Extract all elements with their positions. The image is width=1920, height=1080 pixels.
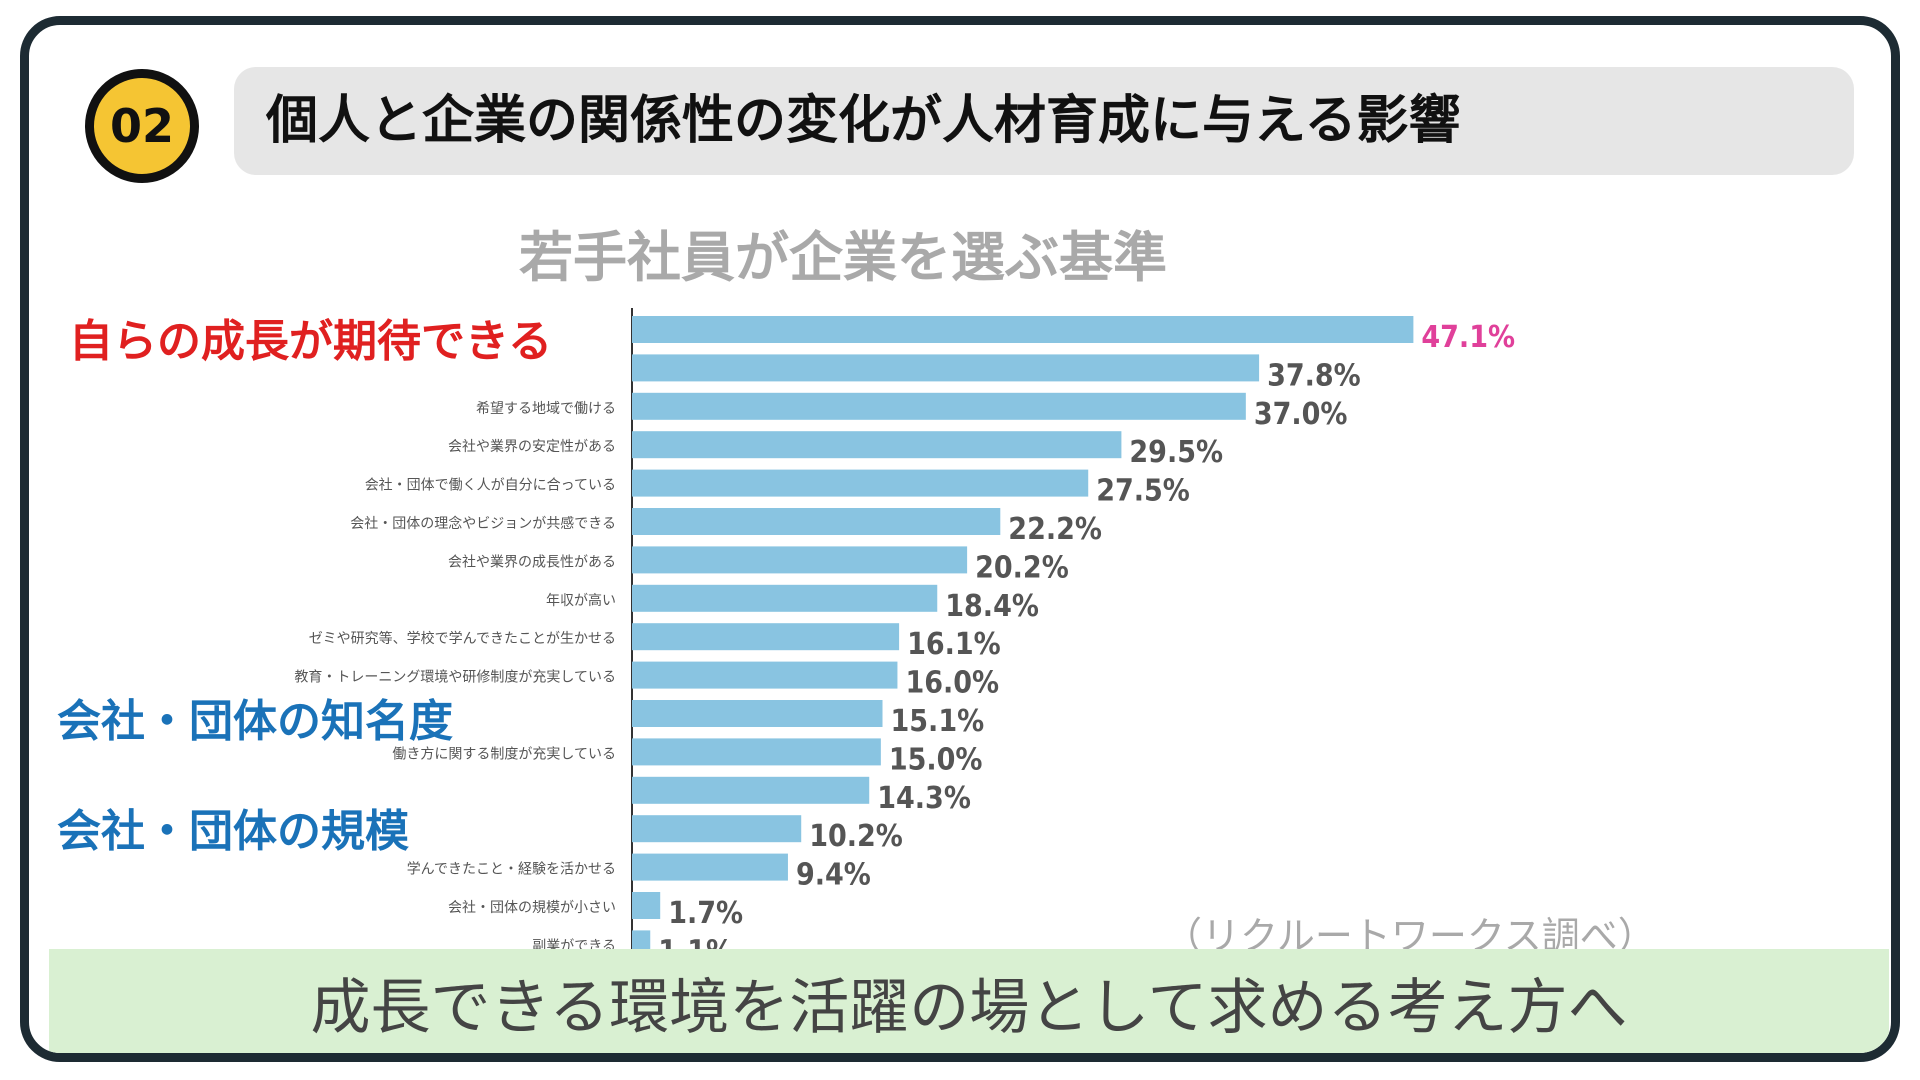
bar-8 (632, 623, 900, 651)
value-label-6: 20.2% (975, 550, 1069, 585)
value-label-5: 22.2% (1008, 512, 1102, 547)
value-label-14: 9.4% (796, 858, 871, 893)
slide-frame: 02 個人と企業の関係性の変化が人材育成に与える影響 若手社員が企業を選ぶ基準 … (20, 16, 1900, 1062)
value-label-8: 16.1% (907, 627, 1001, 662)
footer-band: 成長できる環境を活躍の場として求める考え方へ (49, 949, 1889, 1053)
value-label-15: 1.7% (668, 896, 743, 931)
value-label-11: 15.0% (889, 742, 983, 777)
category-label-6: 会社や業界の成長性がある (448, 554, 616, 570)
highlight-recognition: 会社・団体の知名度 (57, 696, 453, 747)
value-label-3: 29.5% (1129, 435, 1223, 470)
page-title: 個人と企業の関係性の変化が人材育成に与える影響 (266, 91, 1461, 151)
bar-2 (632, 392, 1246, 420)
bar-10 (632, 700, 883, 727)
chart-title: 若手社員が企業を選ぶ基準 (519, 226, 1167, 289)
category-label-4: 会社・団体で働く人が自分に合っている (365, 478, 616, 494)
bar-3 (632, 431, 1122, 459)
category-label-9: 教育・トレーニング環境や研修制度が充実している (294, 670, 616, 686)
category-label-7: 年収が高い (546, 592, 616, 609)
category-label-3: 会社や業界の安定性がある (448, 439, 616, 455)
bar-0 (632, 316, 1414, 343)
title-bar: 個人と企業の関係性の変化が人材育成に与える影響 (234, 67, 1854, 175)
highlight-scale: 会社・団体の規模 (57, 806, 409, 857)
value-label-13: 10.2% (809, 819, 903, 854)
bar-9 (632, 661, 898, 689)
bar-14 (632, 853, 788, 881)
footer-message: 成長できる環境を活躍の場として求める考え方へ (310, 972, 1628, 1043)
value-label-7: 18.4% (945, 589, 1039, 624)
bar-chart: 47.1% 37.8% 37.0% 希望する地域で働ける 29.5% 会社や業界の安定性が… (294, 308, 1515, 969)
value-label-12: 14.3% (877, 781, 971, 816)
bar-1 (632, 354, 1260, 382)
section-number-badge: 02 (85, 69, 199, 183)
category-label-5: 会社・団体の理念やビジョンが共感できる (350, 515, 616, 532)
bar-11 (632, 738, 881, 766)
bar-13 (632, 815, 802, 843)
badge-number: 02 (109, 99, 174, 153)
bar-7 (632, 584, 938, 612)
category-label-14: 学んできたこと・経験を活かせる (407, 862, 616, 878)
category-label-8: ゼミや研究等、学校で学んできたことが生かせる (309, 630, 616, 647)
value-label-9: 16.0% (905, 666, 999, 701)
value-label-1: 37.8% (1267, 358, 1361, 393)
bar-4 (632, 469, 1089, 497)
category-label-15: 会社・団体の規模が小さい (448, 900, 616, 916)
category-label-2: 希望する地域で働ける (476, 401, 616, 417)
category-label-11: 働き方に関する制度が充実している (392, 746, 616, 762)
bar-15 (632, 892, 661, 919)
bar-12 (632, 776, 870, 804)
bar-6 (632, 546, 968, 574)
value-label-10: 15.1% (891, 704, 985, 739)
bar-5 (632, 508, 1001, 535)
value-label-2: 37.0% (1254, 397, 1348, 432)
value-label-4: 27.5% (1096, 474, 1190, 509)
highlight-growth: 自らの成長が期待できる (69, 316, 553, 367)
value-label-0: 47.1% (1421, 320, 1515, 355)
